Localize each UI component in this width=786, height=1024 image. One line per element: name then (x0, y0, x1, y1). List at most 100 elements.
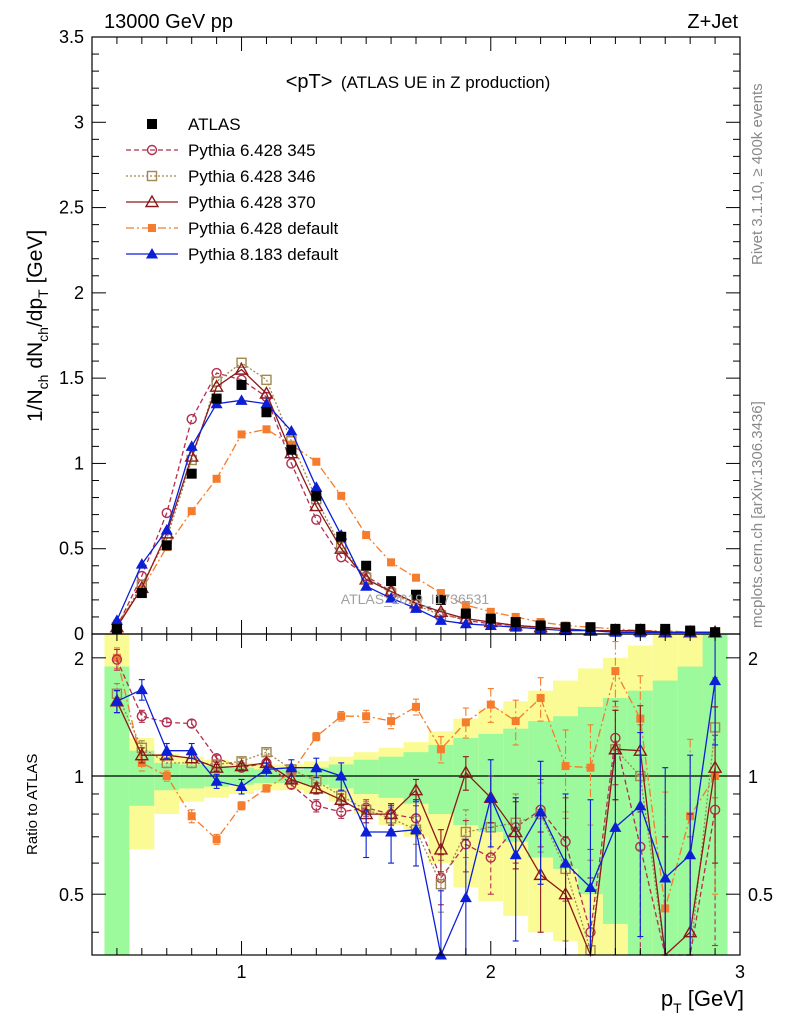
analysis-watermark: ATLAS_2019_I1736531 (341, 591, 490, 607)
ratio-point-p346 (435, 879, 447, 890)
ratio-point-p8def (509, 848, 522, 860)
ratio-point-p6def (187, 812, 196, 821)
rivet-label: Rivet 3.1.10, ≥ 400k events (749, 83, 766, 265)
process-label: Z+Jet (687, 11, 738, 33)
ratio-point-p8def (335, 770, 348, 781)
ratio-point-p6def (362, 712, 371, 721)
data-point-atlas (336, 531, 347, 542)
ratio-point-p8def (484, 791, 497, 803)
legend-marker-p6def (148, 224, 156, 232)
data-point-p6def (287, 440, 296, 449)
data-point-p6def (387, 558, 396, 567)
ratio-point-p8def (360, 826, 373, 837)
ratio-series-p8def (110, 633, 722, 960)
legend-entry-p370: Pythia 6.428 370 (126, 193, 316, 212)
x-tick-label: 2 (486, 962, 496, 982)
ratio-point-p6def (387, 717, 396, 726)
data-point-atlas (261, 407, 272, 418)
data-point-p6def (412, 573, 420, 582)
y-tick-label: 0 (74, 624, 84, 644)
ratio-point-p345 (111, 654, 123, 665)
data-point-p370 (309, 498, 324, 512)
ratio-point-p370 (334, 792, 349, 805)
ratio-point-p8def (260, 763, 273, 774)
ratio-y-tick-label: 2 (74, 649, 84, 669)
legend-label-p370: Pythia 6.428 370 (188, 193, 316, 212)
y-tick-label: 2 (74, 283, 84, 303)
data-point-p8def (310, 481, 323, 492)
ratio-point-p8def (684, 848, 697, 860)
data-point-p8def (110, 614, 123, 625)
ratio-point-p8def (310, 761, 323, 773)
legend-label-p6def: Pythia 6.428 default (188, 219, 339, 238)
axes-frame: 0 0.5 1 1.5 2 2.5 3 3.5 0.5 0.5 1 1 2 2 1 2 3 (59, 27, 773, 982)
y-tick-label: 1.5 (59, 368, 84, 388)
data-point-p8def (235, 394, 248, 405)
y-tick-label: 1 (74, 453, 84, 473)
data-point-atlas (510, 617, 521, 628)
data-point-p370 (209, 379, 224, 392)
x-axis-title: pT [GeV] (661, 986, 744, 1016)
data-point-p8def (360, 580, 373, 591)
legend-entry-atlas: ATLAS (147, 115, 241, 134)
data-point-p6def (212, 474, 221, 483)
ratio-point-p370 (458, 765, 474, 778)
ratio-point-p8def (110, 695, 123, 706)
ratio-point-p345 (485, 852, 496, 863)
data-point-p8def (285, 425, 298, 436)
ratio-y-tick-label-right: 0.5 (748, 885, 773, 905)
data-point-atlas (361, 560, 372, 571)
ratio-point-p8def (659, 871, 672, 883)
ratio-point-p6def (312, 732, 321, 741)
legend-marker-p8def (146, 248, 158, 259)
ratio-point-p8def (584, 881, 597, 893)
legend-label-atlas: ATLAS (188, 115, 241, 134)
data-point-p8def (185, 440, 198, 451)
ratio-point-p8def (709, 674, 722, 686)
ratio-point-p370 (134, 747, 150, 761)
legend-label-p8def: Pythia 8.183 default (188, 245, 339, 264)
data-point-atlas (485, 613, 496, 624)
data-point-atlas (286, 444, 297, 455)
ratio-point-p6def (486, 700, 495, 709)
legend-marker-p345 (146, 144, 158, 156)
chart-title-sub: (ATLAS UE in Z production) (341, 73, 550, 92)
legend: ATLAS Pythia 6.428 345 Pythia 6.428 346 Pyt… (126, 115, 339, 264)
data-point-atlas (136, 588, 147, 599)
ratio-point-p370 (184, 750, 199, 764)
band-green-bin (104, 666, 130, 955)
legend-marker-atlas (147, 119, 157, 129)
ratio-point-p8def (559, 857, 572, 868)
ratio-point-p6def (611, 667, 620, 676)
data-point-atlas (186, 468, 197, 479)
data-point-atlas (311, 490, 322, 501)
ratio-point-p8def (185, 744, 198, 756)
mcplots-label: mcplots.cern.ch [arXiv:1306.3436] (749, 401, 766, 628)
ratio-point-p345 (136, 711, 148, 722)
legend-marker-p346 (146, 170, 158, 182)
ratio-point-p8def (160, 744, 173, 756)
ratio-point-p370 (234, 758, 249, 772)
ratio-point-p6def (586, 763, 595, 772)
ratio-point-p6def (536, 694, 545, 703)
data-point-p8def (434, 614, 447, 625)
ratio-point-p6def (237, 801, 246, 810)
data-point-p6def (511, 612, 520, 621)
data-point-p6def (436, 589, 445, 598)
ratio-point-p6def (412, 702, 420, 711)
legend-label-p345: Pythia 6.428 345 (188, 141, 316, 160)
data-point-p6def (486, 607, 495, 616)
data-point-p6def (262, 425, 271, 434)
data-point-p345 (311, 514, 322, 525)
ratio-point-p6def (436, 745, 445, 754)
ratio-point-p6def (561, 762, 570, 771)
ratio-point-p370 (284, 772, 299, 785)
legend-entry-p6def: Pythia 6.428 default (126, 219, 339, 238)
ratio-point-p370 (309, 780, 324, 794)
data-point-p8def (459, 617, 472, 629)
chart-title-main: <pT> (286, 71, 333, 93)
ratio-uncertainty-bands (104, 634, 728, 955)
data-point-p6def (461, 601, 470, 610)
data-point-p8def (410, 602, 422, 613)
data-point-p8def (260, 397, 273, 409)
